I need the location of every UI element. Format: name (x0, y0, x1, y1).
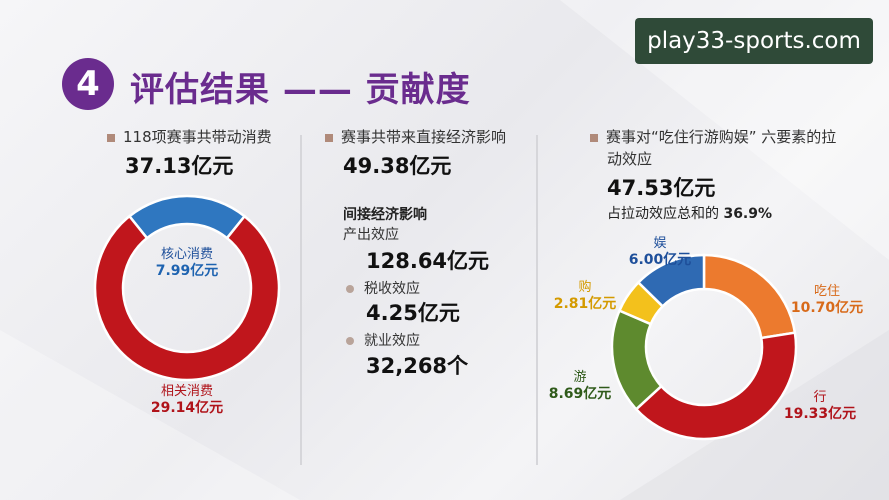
slice-category-label: 吃住 (814, 283, 840, 299)
col1-label: 118项赛事共带动消费 (107, 126, 272, 147)
slice-游 (610, 309, 664, 411)
watermark: play33-sports.com (635, 18, 873, 64)
col2-job-label: 就业效应 (346, 330, 420, 350)
slice-value-label: 6.00亿元 (629, 251, 692, 268)
slice-value-label: 19.33亿元 (784, 405, 856, 422)
col2-job-label-text: 就业效应 (364, 333, 420, 349)
slice-category-label: 游 (573, 370, 586, 385)
bullet-marker (590, 133, 598, 142)
col3-label-line2: 动效应 (607, 150, 653, 168)
page-title: 评估结果 —— 贡献度 (130, 70, 471, 110)
slice-category-label: 行 (813, 390, 826, 405)
slice-category-label: 核心消费 (161, 247, 213, 262)
bullet-marker (107, 133, 115, 142)
col2-output-label: 产出效应 (343, 227, 399, 243)
slice-相关消费 (93, 214, 281, 382)
col1-total: 37.13亿元 (125, 154, 234, 178)
col2-output-value: 128.64亿元 (366, 249, 490, 273)
slice-value-label: 10.70亿元 (791, 299, 863, 316)
col3-label-line1: 赛事对“吃住行游购娱” 六要素的拉 (606, 128, 837, 146)
col2-tax-value: 4.25亿元 (366, 301, 460, 325)
slice-娱 (636, 253, 706, 309)
dot-marker (346, 337, 354, 345)
col2-direct-value: 49.38亿元 (343, 154, 452, 178)
slice-吃住 (702, 253, 797, 340)
col2-label: 赛事共带来直接经济影响 (325, 126, 506, 147)
slice-value-label: 2.81亿元 (554, 295, 617, 312)
column-divider (300, 135, 302, 465)
dot-marker (346, 285, 354, 293)
col3-total: 47.53亿元 (607, 176, 716, 200)
slice-category-label: 相关消费 (161, 384, 213, 399)
slice-value-label: 7.99亿元 (156, 262, 219, 279)
column-divider (536, 135, 538, 465)
slice-value-label: 29.14亿元 (151, 399, 223, 416)
col3-share: 占拉动效应总和的 36.9% (607, 203, 772, 223)
col1-label-text: 118项赛事共带动消费 (123, 128, 272, 146)
col3-share-value: 36.9% (723, 206, 773, 222)
col2-label-text: 赛事共带来直接经济影响 (341, 128, 507, 146)
slice-核心消费 (127, 194, 247, 240)
slice-行 (634, 331, 798, 441)
section-number-badge: 4 (62, 58, 114, 110)
col2-tax-label: 税收效应 (346, 278, 420, 298)
col3-label: 赛事对“吃住行游购娱” 六要素的拉 (590, 126, 836, 147)
col2-tax-label-text: 税收效应 (364, 281, 420, 297)
col2-indirect-title: 间接经济影响 (343, 207, 427, 223)
bullet-marker (325, 133, 333, 142)
col2-job-value: 32,268个 (366, 354, 469, 378)
slice-value-label: 8.69亿元 (549, 385, 612, 402)
slice-category-label: 购 (578, 279, 591, 295)
slice-category-label: 娱 (653, 236, 666, 251)
col3-share-text: 占拉动效应总和的 (607, 206, 719, 222)
